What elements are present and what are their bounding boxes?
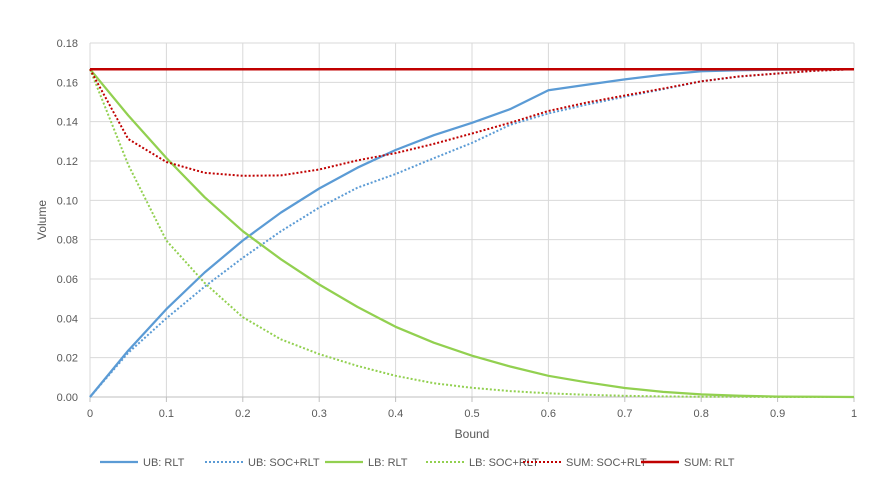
x-axis-title: Bound	[455, 427, 490, 441]
legend-label: SUM: RLT	[684, 457, 735, 469]
x-tick-label: 1	[851, 408, 857, 420]
legend-label: UB: RLT	[143, 457, 185, 469]
legend-item: SUM: RLT	[641, 457, 735, 469]
x-tick-label: 0	[87, 408, 93, 420]
gridlines	[89, 42, 855, 397]
legend-item: UB: SOC+RLT	[205, 457, 320, 469]
x-tick-label: 0.5	[464, 408, 479, 420]
x-tick-label: 0.3	[312, 408, 327, 420]
legend-item: LB: RLT	[325, 457, 408, 469]
tick-labels: 0.000.020.040.060.080.100.120.140.160.18…	[57, 38, 857, 420]
x-tick-label: 0.8	[694, 408, 709, 420]
legend-item: LB: SOC+RLT	[426, 457, 539, 469]
y-tick-label: 0.02	[57, 353, 78, 365]
y-tick-label: 0.04	[57, 313, 78, 325]
y-tick-label: 0.14	[57, 117, 78, 129]
series-line-1	[89, 68, 855, 398]
series-line-5	[89, 68, 855, 177]
y-axis-title: Volume	[35, 200, 49, 240]
y-tick-label: 0.12	[57, 156, 78, 168]
x-tick-label: 0.2	[235, 408, 250, 420]
y-tick-label: 0.06	[57, 274, 78, 286]
x-tick-label: 0.6	[541, 408, 556, 420]
legend-label: LB: SOC+RLT	[469, 457, 539, 469]
x-tick-label: 0.4	[388, 408, 403, 420]
x-tick-label: 0.7	[617, 408, 632, 420]
x-tick-label: 0.9	[770, 408, 785, 420]
legend-item: SUM: SOC+RLT	[523, 457, 647, 469]
legend-label: UB: SOC+RLT	[248, 457, 320, 469]
y-tick-label: 0.00	[57, 392, 78, 404]
x-tick-label: 0.1	[159, 408, 174, 420]
series-line-3	[89, 68, 855, 399]
legend: UB: RLT UB: SOC+RLT LB: RLT LB: SOC+RLT SUM:…	[100, 457, 735, 469]
y-tick-label: 0.08	[57, 235, 78, 247]
legend-label: SUM: SOC+RLT	[566, 457, 647, 469]
legend-label: LB: RLT	[368, 457, 408, 469]
series-line-4	[89, 68, 854, 398]
y-tick-label: 0.18	[57, 38, 78, 50]
y-tick-label: 0.10	[57, 195, 78, 207]
y-tick-label: 0.16	[57, 77, 78, 89]
legend-item: UB: RLT	[100, 457, 185, 469]
series-lines	[89, 67, 855, 399]
